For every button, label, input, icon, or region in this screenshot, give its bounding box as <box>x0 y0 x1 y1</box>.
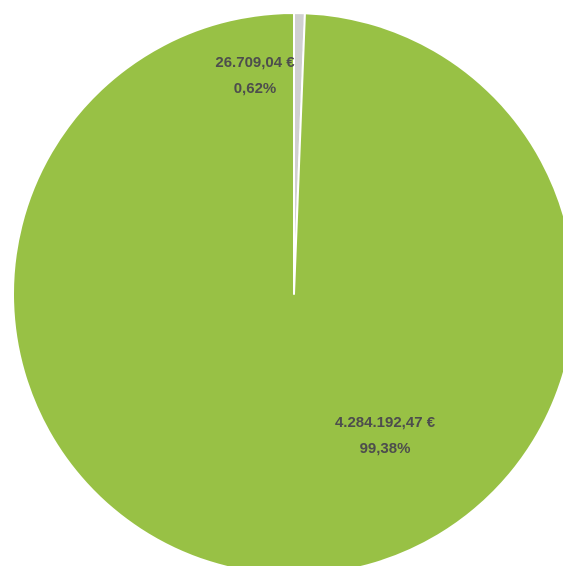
pie-data-labels: 26.709,04 € 0,62% 4.284.192,47 € 99,38% <box>215 54 435 457</box>
pie-slice-2 <box>12 12 563 571</box>
slice-2-value-label: 4.284.192,47 € <box>335 414 436 431</box>
slice-2-percent-label: 99,38% <box>360 440 411 457</box>
slice-1-percent-label: 0,62% <box>234 80 277 97</box>
pie-slices <box>12 12 563 571</box>
slice-1-value-label: 26.709,04 € <box>215 54 295 71</box>
